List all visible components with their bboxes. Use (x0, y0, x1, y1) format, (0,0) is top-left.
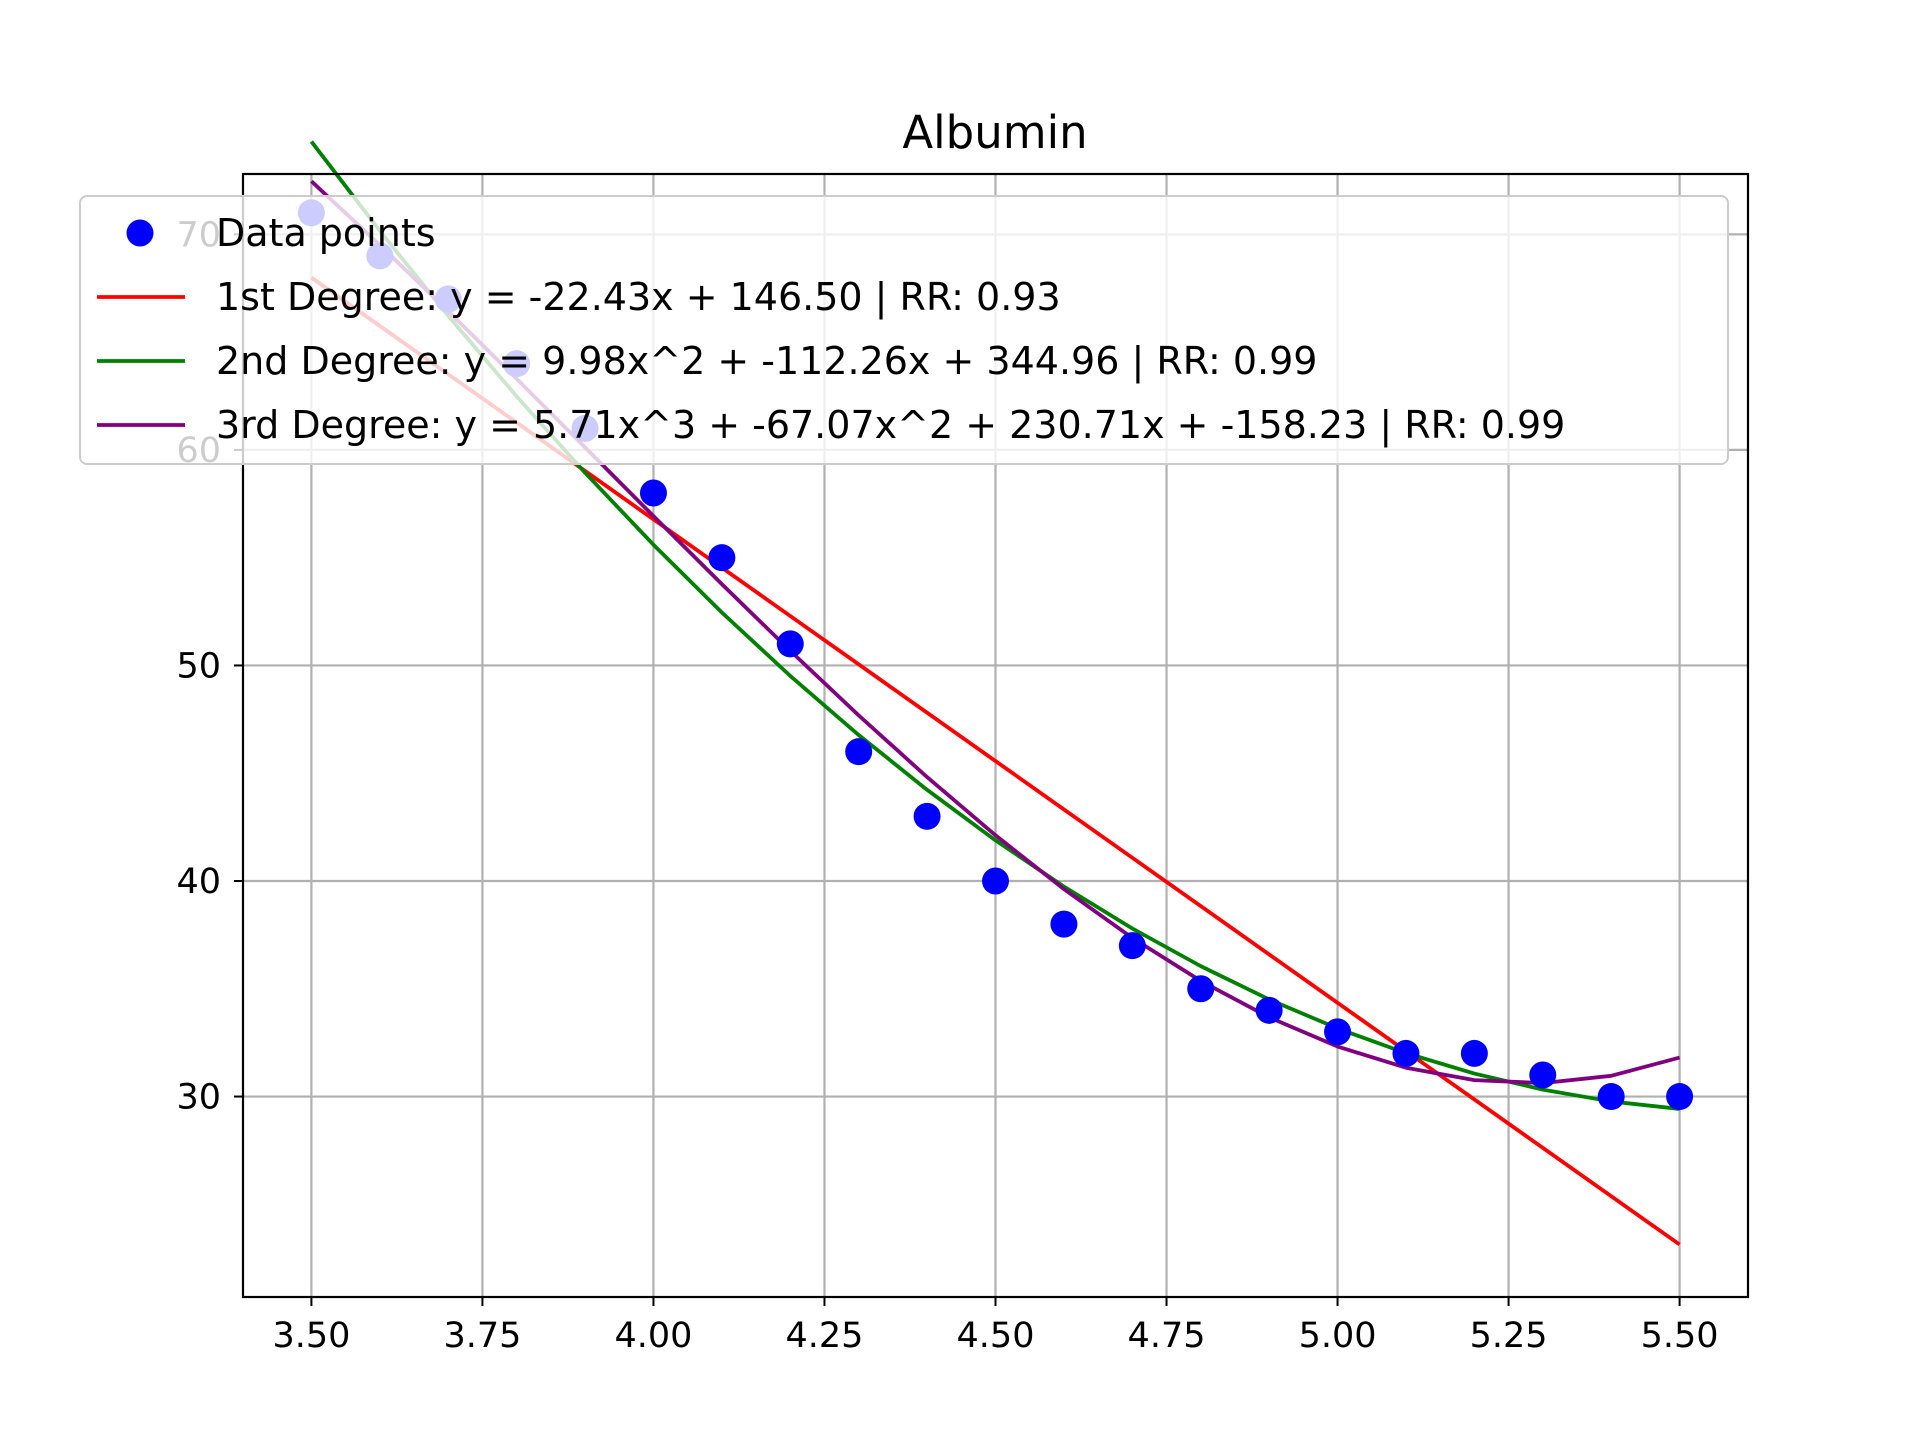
legend: Data points 1st Degree: y = -22.43x + 146… (79, 195, 1729, 465)
x-tick-label: 3.50 (272, 1316, 350, 1356)
data-point (1324, 1018, 1352, 1046)
x-tick-label: 4.50 (957, 1316, 1035, 1356)
data-point (1050, 910, 1078, 938)
data-point (1529, 1061, 1557, 1089)
x-tick-label: 5.50 (1641, 1316, 1719, 1356)
data-point (1460, 1039, 1488, 1067)
data-point (708, 544, 736, 572)
data-point (913, 802, 941, 830)
x-tick-label: 4.75 (1128, 1316, 1206, 1356)
data-point (1392, 1039, 1420, 1067)
y-tick-label: 30 (176, 1078, 221, 1118)
legend-box (79, 195, 1729, 465)
data-point (845, 738, 873, 766)
x-tick-label: 3.75 (443, 1316, 521, 1356)
data-point (776, 630, 804, 658)
data-point (1187, 975, 1215, 1003)
data-point (1666, 1083, 1694, 1111)
legend-marker-data-points (126, 219, 154, 247)
legend-label-1: 1st Degree: y = -22.43x + 146.50 | RR: 0… (216, 275, 1061, 320)
data-point (1255, 996, 1283, 1024)
data-point (1597, 1083, 1625, 1111)
data-point (639, 479, 667, 507)
x-tick-label: 5.00 (1299, 1316, 1377, 1356)
x-tick-label: 5.25 (1470, 1316, 1548, 1356)
x-tick-label: 4.00 (614, 1316, 692, 1356)
y-tick-label: 40 (176, 862, 221, 902)
data-point (982, 867, 1009, 895)
x-axis: 3.50 3.75 4.00 4.25 4.50 4.75 5.00 5.25 5.50 (272, 1297, 1719, 1356)
x-tick-label: 4.25 (786, 1316, 864, 1356)
y-tick-label: 50 (176, 646, 221, 686)
legend-label-3: 3rd Degree: y = 5.71x^3 + -67.07x^2 + 23… (216, 403, 1565, 448)
legend-label-2: 2nd Degree: y = 9.98x^2 + -112.26x + 344… (216, 339, 1317, 384)
data-point (1118, 932, 1146, 960)
chart-title: Albumin (902, 106, 1087, 159)
legend-label-data-points: Data points (216, 211, 436, 255)
